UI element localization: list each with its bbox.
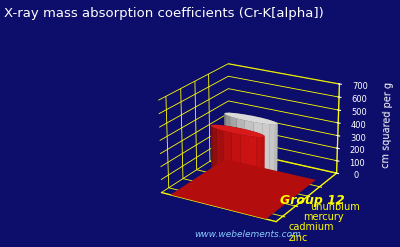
Text: www.webelements.com: www.webelements.com: [194, 230, 302, 239]
Text: X-ray mass absorption coefficients (Cr-K[alpha]): X-ray mass absorption coefficients (Cr-K…: [4, 7, 324, 21]
Text: Group 12: Group 12: [280, 194, 344, 207]
